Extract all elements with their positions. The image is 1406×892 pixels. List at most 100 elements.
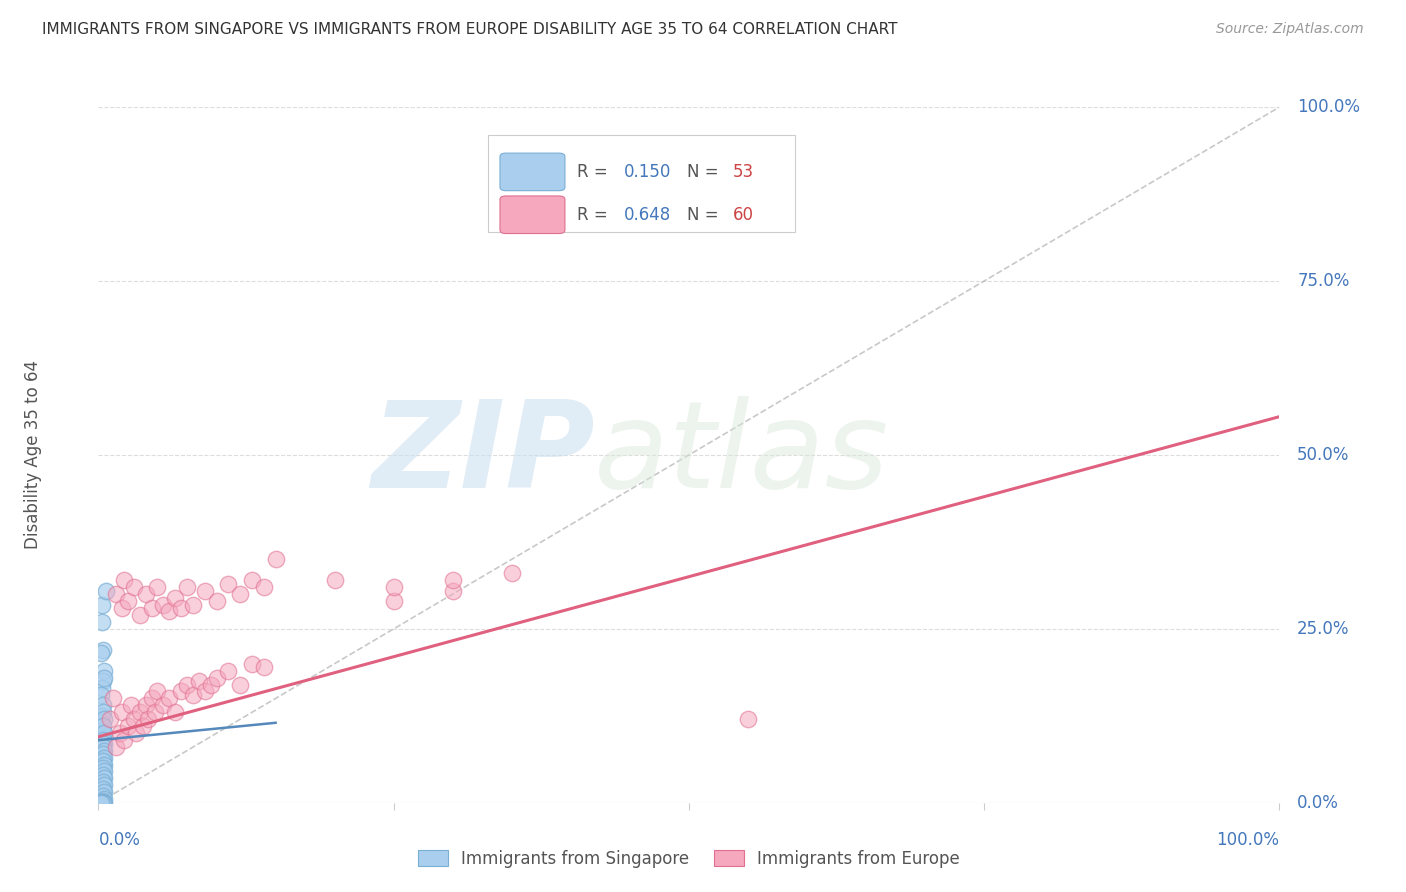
Point <box>217 576 239 591</box>
Point <box>91 723 114 737</box>
FancyBboxPatch shape <box>501 153 565 191</box>
Point <box>141 601 163 615</box>
Point <box>176 580 198 594</box>
Point <box>93 757 115 772</box>
Point <box>200 677 222 691</box>
Point <box>382 594 405 608</box>
Text: 50.0%: 50.0% <box>1298 446 1350 464</box>
Point <box>91 775 114 789</box>
Text: 60: 60 <box>733 206 754 224</box>
Point <box>253 660 276 674</box>
Point <box>93 744 115 758</box>
Point <box>181 688 204 702</box>
Point <box>146 580 169 594</box>
Point <box>93 664 115 678</box>
Point <box>91 778 114 792</box>
FancyBboxPatch shape <box>488 135 796 232</box>
Text: Disability Age 35 to 64: Disability Age 35 to 64 <box>24 360 42 549</box>
Text: 100.0%: 100.0% <box>1216 830 1279 848</box>
Point <box>229 677 252 691</box>
Point <box>157 605 180 619</box>
Point <box>135 698 157 713</box>
Text: 0.648: 0.648 <box>624 206 671 224</box>
Point <box>217 664 239 678</box>
Point <box>91 708 114 723</box>
Point <box>101 691 124 706</box>
Point <box>98 712 121 726</box>
Text: 100.0%: 100.0% <box>1298 98 1360 116</box>
Point <box>93 785 115 799</box>
Text: Source: ZipAtlas.com: Source: ZipAtlas.com <box>1216 22 1364 37</box>
Point <box>194 583 217 598</box>
Point <box>91 761 114 775</box>
Point <box>91 744 114 758</box>
FancyBboxPatch shape <box>501 196 565 234</box>
Point <box>91 730 114 744</box>
Point <box>117 594 139 608</box>
Point <box>141 691 163 706</box>
Point <box>91 796 114 810</box>
Point <box>240 573 263 587</box>
Text: atlas: atlas <box>595 396 890 514</box>
Point <box>91 674 114 689</box>
Text: 0.150: 0.150 <box>624 163 671 181</box>
Text: N =: N = <box>686 163 724 181</box>
Point <box>128 706 150 720</box>
Point <box>93 671 115 685</box>
Point <box>90 646 112 660</box>
Point <box>93 778 115 792</box>
Point <box>170 601 193 615</box>
Text: 0.0%: 0.0% <box>98 830 141 848</box>
Point <box>105 740 128 755</box>
Point <box>91 747 114 761</box>
Text: ZIP: ZIP <box>371 396 595 514</box>
Point <box>91 795 114 809</box>
Point <box>91 754 114 768</box>
Point <box>93 792 115 806</box>
Point <box>187 674 209 689</box>
Point <box>105 587 128 601</box>
Point <box>91 781 114 796</box>
Point <box>108 726 131 740</box>
Point <box>91 740 114 755</box>
Point <box>125 726 148 740</box>
Point <box>122 580 145 594</box>
Point <box>91 698 114 713</box>
Point <box>323 573 346 587</box>
Point <box>501 566 523 581</box>
Text: 53: 53 <box>733 163 754 181</box>
Point <box>90 688 112 702</box>
Point <box>136 712 159 726</box>
Point <box>91 768 114 782</box>
Point <box>441 583 464 598</box>
Point <box>117 719 139 733</box>
Point <box>170 684 193 698</box>
Point <box>135 587 157 601</box>
Point <box>121 698 143 713</box>
Point <box>194 684 217 698</box>
Point <box>264 552 287 566</box>
Point <box>93 737 115 751</box>
Point <box>93 750 115 764</box>
Point <box>90 796 112 810</box>
Point <box>132 719 155 733</box>
Point <box>165 591 187 605</box>
Point <box>205 671 228 685</box>
Point <box>152 698 174 713</box>
Text: R =: R = <box>576 163 613 181</box>
Point <box>128 607 150 622</box>
Point <box>91 642 114 657</box>
Point <box>91 615 114 629</box>
Point <box>122 712 145 726</box>
Point <box>94 583 117 598</box>
Point <box>229 587 252 601</box>
Point <box>91 796 114 810</box>
Point <box>165 706 187 720</box>
Point <box>441 573 464 587</box>
Point <box>90 715 112 730</box>
Point <box>93 712 115 726</box>
Text: N =: N = <box>686 206 724 224</box>
Point <box>93 772 115 786</box>
Point <box>91 764 114 779</box>
Point <box>91 681 114 695</box>
